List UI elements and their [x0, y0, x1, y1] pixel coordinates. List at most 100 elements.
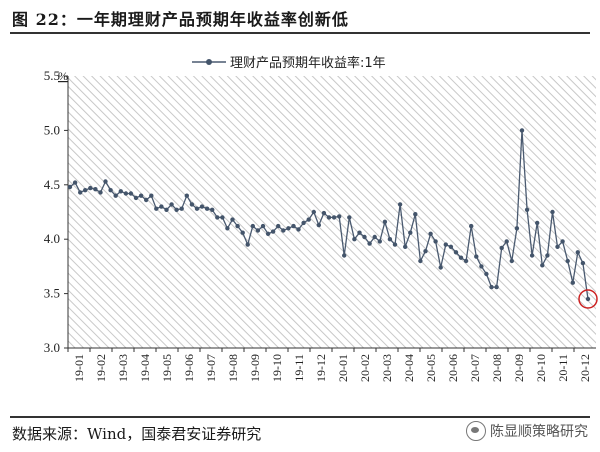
x-tick-label: 19-06	[182, 354, 196, 382]
data-point	[514, 226, 520, 231]
x-tick-label: 19-05	[160, 354, 174, 382]
data-point	[540, 263, 545, 268]
legend: 理财产品预期年收益率:1年	[192, 55, 386, 71]
x-tick-label: 20-09	[512, 354, 526, 382]
data-point	[372, 234, 377, 240]
data-point	[260, 223, 266, 229]
data-point	[199, 204, 205, 209]
data-point	[337, 214, 342, 219]
data-point	[189, 202, 195, 207]
data-point	[362, 234, 367, 240]
data-point	[529, 253, 535, 258]
x-axis: 19-01 19-02 19-03 19-04 19-05 19-06 19-07 19-08…	[67, 347, 596, 382]
legend-marker-swatch	[206, 59, 212, 65]
data-point	[179, 206, 184, 211]
x-tick-label: 20-11	[556, 354, 570, 382]
data-point	[575, 250, 580, 255]
data-point	[250, 223, 255, 229]
data-point	[585, 296, 591, 302]
data-point	[494, 284, 499, 290]
data-point	[392, 242, 398, 247]
x-tick-label: 19-07	[204, 354, 218, 382]
data-point	[580, 260, 586, 266]
data-point	[103, 179, 108, 184]
figure-title: 图 22：一年期理财产品预期年收益率创新低	[12, 10, 349, 29]
data-point	[123, 191, 129, 196]
data-point	[408, 230, 413, 235]
data-point	[509, 258, 514, 264]
data-point	[78, 190, 83, 195]
data-point	[560, 239, 565, 244]
data-point	[550, 209, 555, 215]
data-point	[144, 197, 149, 203]
data-point	[565, 258, 570, 264]
x-tick-label: 19-08	[226, 354, 240, 382]
data-point	[164, 207, 169, 212]
data-point	[413, 212, 418, 217]
data-point	[133, 195, 139, 201]
y-tick-label: 3.5	[44, 286, 60, 301]
data-point	[499, 245, 504, 251]
y-tick-label: 4.5	[44, 177, 60, 192]
watermark-text: 陈显顺策略研究	[490, 424, 588, 440]
data-point	[230, 217, 235, 222]
data-point	[524, 207, 530, 212]
data-point	[210, 207, 215, 212]
data-point	[306, 217, 311, 222]
x-tick-label: 19-12	[314, 354, 328, 382]
line-chart: 3.03.54.04.55.05.5 19-01 19-02 19-03 19-04 1…	[44, 55, 598, 382]
data-point	[545, 253, 550, 258]
y-tick-label: 4.0	[44, 231, 60, 246]
data-point	[128, 191, 134, 196]
data-point	[463, 258, 469, 264]
data-point	[169, 202, 174, 207]
x-tick-label: 19-09	[248, 354, 262, 382]
title-divider	[10, 32, 590, 34]
data-point	[286, 226, 291, 231]
data-point	[159, 204, 164, 209]
source-note: 数据来源：Wind，国泰君安证券研究	[12, 425, 262, 443]
footer-divider	[10, 416, 590, 418]
x-tick-label: 19-01	[72, 354, 86, 382]
data-point	[311, 209, 316, 215]
y-tick-label: 3.0	[44, 340, 60, 355]
x-tick-label: 19-10	[270, 354, 284, 382]
data-point	[519, 128, 525, 133]
data-point	[118, 189, 124, 194]
data-point	[321, 210, 327, 216]
data-point	[326, 215, 332, 220]
data-point	[215, 215, 220, 220]
y-tick-label: 5.5	[44, 68, 60, 83]
x-tick-label: 20-07	[468, 354, 482, 382]
data-point	[235, 223, 240, 229]
data-point	[347, 215, 352, 220]
data-point	[67, 184, 73, 190]
data-point	[484, 271, 489, 277]
data-point	[281, 228, 286, 233]
x-tick-label: 20-05	[424, 354, 438, 382]
data-point	[240, 230, 245, 235]
watermark: 陈显顺策略研究	[466, 421, 588, 441]
data-point	[438, 265, 443, 270]
x-tick-label: 19-02	[94, 354, 108, 382]
x-tick-label: 20-10	[534, 354, 548, 382]
data-point	[204, 206, 210, 211]
data-point	[352, 237, 357, 242]
data-point	[301, 220, 306, 226]
data-point	[184, 193, 189, 198]
data-point	[174, 207, 179, 212]
data-point	[138, 193, 144, 198]
data-point	[113, 193, 118, 198]
data-point	[342, 253, 347, 258]
wechat-icon	[466, 421, 486, 441]
data-point	[220, 215, 225, 220]
data-point	[433, 239, 438, 244]
data-point	[453, 250, 459, 255]
x-tick-label: 19-04	[138, 354, 152, 382]
data-point	[291, 223, 296, 229]
data-point	[72, 180, 78, 185]
y-tick-label: 5.0	[44, 122, 60, 137]
data-point	[194, 206, 200, 211]
data-point	[377, 239, 382, 244]
data-point	[93, 187, 98, 192]
